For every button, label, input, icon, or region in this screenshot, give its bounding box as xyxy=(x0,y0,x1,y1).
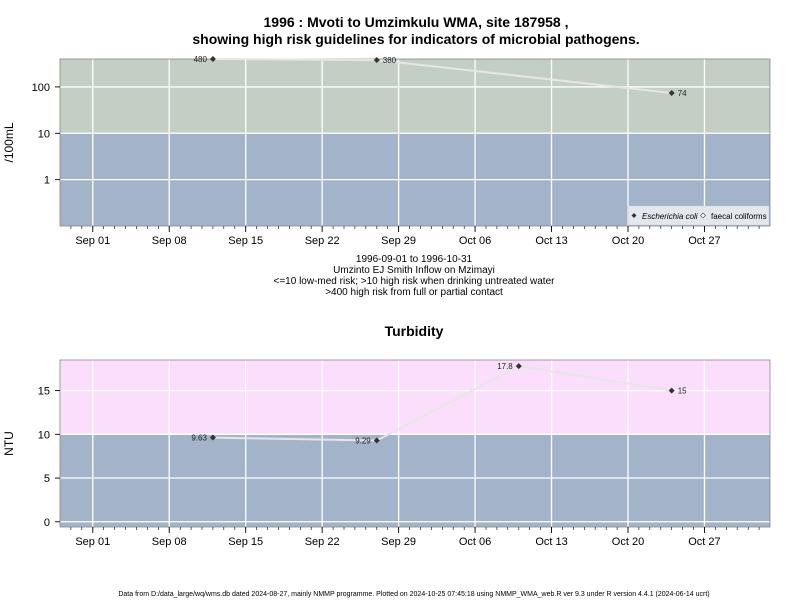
x-tick-label-3: Sep 22 xyxy=(305,536,340,548)
risk-band-1 xyxy=(60,360,770,435)
x-tick-label-1: Sep 08 xyxy=(152,536,187,548)
x-tick-label-1: Sep 08 xyxy=(152,235,187,247)
y-tick-label-2: 100 xyxy=(32,82,50,94)
y-axis-label: /100mL xyxy=(2,122,16,162)
data-point-0 xyxy=(209,434,216,441)
date-range-label: 1996-09-01 to 1996-10-31 xyxy=(356,254,473,265)
legend-faecal-label: faecal coliforms xyxy=(711,212,767,221)
legend-ecoli-marker xyxy=(631,213,637,218)
x-tick-label-0: Sep 01 xyxy=(75,235,110,247)
chart-title-line1: 1996 : Mvoti to Umzimkulu WMA, site 1879… xyxy=(264,14,569,30)
x-tick-label-5: Oct 06 xyxy=(459,235,491,247)
x-tick-label-2: Sep 15 xyxy=(228,536,263,548)
data-point-2 xyxy=(668,89,675,96)
y-tick-label-1: 10 xyxy=(38,128,50,140)
data-label-2: 74 xyxy=(678,89,687,98)
x-tick-label-7: Oct 20 xyxy=(612,235,644,247)
x-tick-label-8: Oct 27 xyxy=(688,235,720,247)
data-label-1: 9.29 xyxy=(355,437,371,446)
data-point-2 xyxy=(515,363,522,370)
x-minor-ticks xyxy=(70,527,760,530)
x-tick-label-8: Oct 27 xyxy=(688,536,720,548)
chart-title-line2: showing high risk guidelines for indicat… xyxy=(192,31,639,47)
series-line-0 xyxy=(212,365,672,442)
y-tick-label-1: 5 xyxy=(44,473,50,485)
legend-faecal-marker xyxy=(700,212,706,219)
data-point-1 xyxy=(373,57,380,64)
plot-frame xyxy=(59,359,771,528)
data-point-1 xyxy=(373,437,380,444)
data-label-3: 15 xyxy=(678,387,687,396)
x-tick-label-3: Sep 22 xyxy=(305,235,340,247)
contact-risk-note: >400 high risk from full or partial cont… xyxy=(325,287,503,298)
y-tick-label-0: 0 xyxy=(44,517,50,529)
footer-note: Data from D:/data_large/wq/wms.db dated … xyxy=(118,591,709,598)
x-tick-label-5: Oct 06 xyxy=(459,536,491,548)
data-point-3 xyxy=(668,387,675,394)
y-tick-label-0: 1 xyxy=(44,175,50,187)
x-minor-ticks xyxy=(70,226,760,229)
legend-box xyxy=(627,205,770,226)
data-point-0 xyxy=(209,56,216,62)
ecoli-panel: Sep 01 Sep 08 Sep 15 Sep 22 Sep 29 Oct 06 Oct … xyxy=(2,55,771,247)
y-axis-label: NTU xyxy=(2,431,16,456)
x-tick-label-4: Sep 29 xyxy=(381,536,416,548)
y-tick-label-3: 15 xyxy=(38,386,50,398)
x-tick-label-0: Sep 01 xyxy=(75,536,110,548)
x-tick-label-2: Sep 15 xyxy=(228,235,263,247)
legend-ecoli-label: Escherichia coli xyxy=(642,212,698,221)
data-label-1: 380 xyxy=(383,56,397,65)
risk-band-1 xyxy=(60,59,770,134)
data-label-0: 480 xyxy=(194,55,208,64)
turbidity-panel: Sep 01 Sep 08 Sep 15 Sep 22 Sep 29 Oct 06 Oct … xyxy=(2,359,771,548)
data-label-0: 9.63 xyxy=(191,434,207,443)
plot-frame xyxy=(59,58,771,227)
site-name-label: Umzinto EJ Smith Inflow on Mzimayi xyxy=(333,265,495,276)
data-label-2: 17.8 xyxy=(497,362,513,371)
drinking-risk-note: <=10 low-med risk; >10 high risk when dr… xyxy=(274,276,556,287)
x-tick-label-4: Sep 29 xyxy=(381,235,416,247)
x-tick-label-6: Oct 13 xyxy=(535,235,567,247)
y-tick-label-2: 10 xyxy=(38,429,50,441)
turbidity-title: Turbidity xyxy=(385,323,444,339)
x-tick-label-7: Oct 20 xyxy=(612,536,644,548)
x-tick-label-6: Oct 13 xyxy=(535,536,567,548)
risk-band-0 xyxy=(60,434,770,527)
